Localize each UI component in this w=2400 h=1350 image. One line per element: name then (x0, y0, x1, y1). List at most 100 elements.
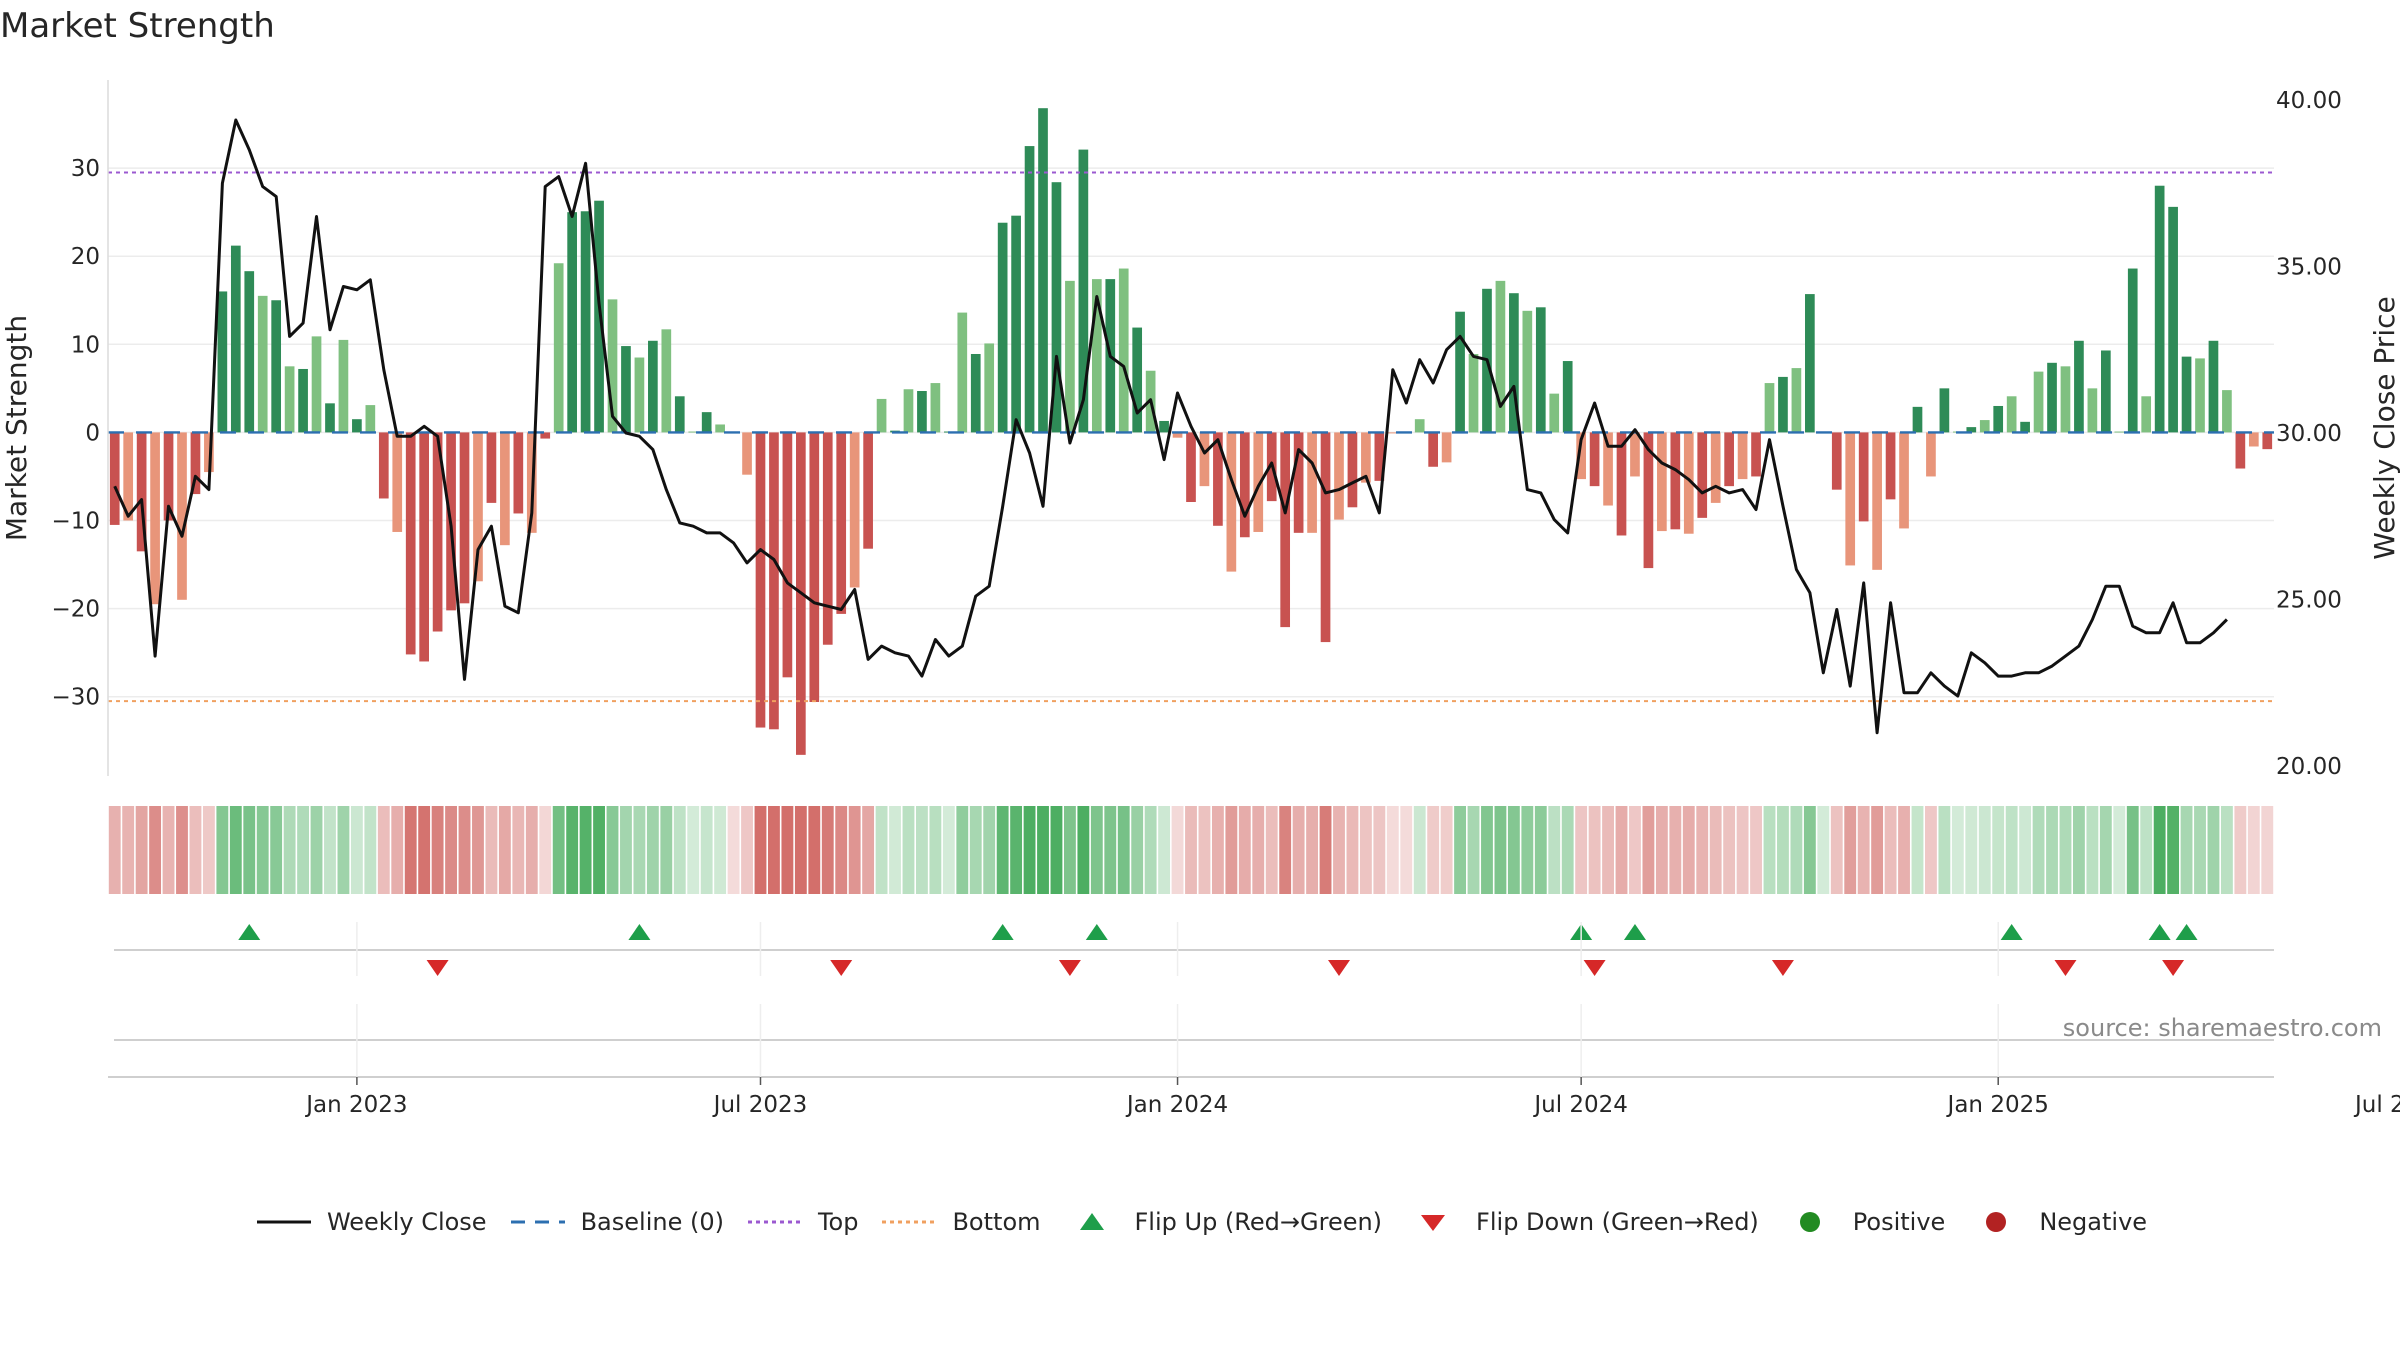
heat-cell (1615, 806, 1628, 894)
strength-bar (1280, 432, 1291, 628)
heat-cell (2086, 806, 2099, 894)
strength-bar (1603, 432, 1613, 506)
heat-cell (956, 806, 969, 894)
y-axis-label: Market Strength (0, 315, 33, 541)
flip-down-marker (1327, 960, 1350, 976)
heat-cell (1494, 806, 1507, 894)
flip-down-marker (2054, 960, 2077, 976)
strength-bar (500, 432, 510, 546)
heat-cell (794, 806, 807, 894)
heat-cell (727, 806, 740, 894)
strength-bar (917, 390, 927, 433)
heat-cell (902, 806, 915, 894)
heat-cell (996, 806, 1009, 894)
x-tick-label: Jan 2025 (1946, 1092, 2049, 1118)
strength-bar (1307, 432, 1317, 533)
strength-bar (755, 432, 766, 728)
strength-bar (1078, 149, 1089, 433)
strength-bar (2006, 396, 2017, 433)
strength-bar (1320, 432, 1331, 643)
heat-cell (2046, 806, 2058, 894)
heat-cell (673, 806, 686, 894)
flip-down-marker (1058, 960, 1081, 976)
heat-cell (1440, 806, 1453, 894)
y-tick-label: −30 (51, 685, 100, 711)
heat-cell (1144, 806, 1157, 894)
legend-label: Weekly Close (326, 1208, 487, 1236)
legend-label: Flip Up (Red→Green) (1134, 1208, 1383, 1236)
legend-label: Baseline (0) (580, 1208, 724, 1236)
flip-up-marker (238, 924, 261, 940)
heat-cell (189, 806, 202, 894)
strength-bar (553, 263, 564, 433)
triangle-down-icon (1421, 1215, 1446, 1231)
y-tick-label: 0 (85, 420, 100, 446)
y-tick-label: −20 (51, 597, 100, 623)
strength-bar (1737, 432, 1748, 480)
heat-cell (2113, 806, 2126, 894)
y-tick-label: 30 (71, 156, 100, 182)
heat-cell (633, 806, 646, 894)
strength-bar (2114, 431, 2125, 433)
heat-cell (848, 806, 861, 894)
heat-cell (445, 806, 457, 894)
flip-up-marker (628, 924, 651, 940)
strength-bar (594, 200, 604, 433)
x-tick-label: Jul 2024 (1532, 1092, 1628, 1118)
strength-bar (2100, 350, 2111, 433)
heat-cell (1655, 806, 1668, 894)
legend-flip-up: Flip Up (Red→Green) (1061, 1208, 1383, 1236)
dotted-line-icon (747, 1220, 802, 1224)
heat-cell (1454, 806, 1466, 894)
heat-cell (781, 806, 794, 894)
heat-cell (1117, 806, 1130, 894)
strength-bar (1495, 280, 1506, 433)
strength-bar (1065, 280, 1075, 433)
heat-cell (835, 806, 848, 894)
strength-bar (432, 432, 443, 632)
dot-icon (1986, 1212, 2007, 1232)
strength-bar (1710, 432, 1721, 503)
heat-cell (1010, 806, 1023, 894)
heat-cell (1803, 806, 1816, 894)
strength-bar (1226, 432, 1237, 572)
chart-title: Market Strength (0, 6, 275, 46)
heat-cell (404, 806, 417, 894)
strength-bar (1926, 432, 1936, 477)
strength-bar (217, 291, 228, 433)
strength-bar (1535, 307, 1546, 433)
heat-cell (1198, 806, 1211, 894)
strength-bar (984, 343, 995, 433)
strength-bar (1347, 432, 1358, 508)
strength-bar (1387, 432, 1398, 434)
heat-cell (1777, 806, 1789, 894)
y2-tick-label: 30.00 (2276, 421, 2342, 447)
legend-bottom: Bottom (878, 1208, 1041, 1236)
heat-cell (620, 806, 632, 894)
heat-cell (606, 806, 619, 894)
strength-bar (1791, 368, 1802, 433)
legend-flip-down: Flip Down (Green→Red) (1402, 1208, 1759, 1236)
heat-cell (942, 806, 955, 894)
legend-label: Top (817, 1208, 859, 1236)
y2-tick-label: 35.00 (2276, 254, 2342, 280)
flip-down-marker (2162, 960, 2185, 976)
heat-cell (337, 806, 350, 894)
heat-cell (2234, 806, 2247, 894)
strength-bar (1441, 432, 1452, 463)
legend-weekly-close: Weekly Close (253, 1208, 487, 1236)
strength-bar (997, 222, 1008, 433)
strength-bar (190, 432, 201, 495)
x-tick-label: Jul 2023 (712, 1092, 808, 1118)
heat-cell (1938, 806, 1951, 894)
heat-cell (579, 806, 592, 894)
strength-bar (970, 353, 981, 433)
heat-cell (1063, 806, 1076, 894)
strength-bar (1805, 294, 1815, 433)
heat-cell (1481, 806, 1493, 894)
strength-bar (230, 245, 241, 433)
flip-up-marker (1623, 924, 1646, 940)
triangle-up-icon (1079, 1213, 1104, 1230)
flip-up-marker (2000, 924, 2023, 940)
x-axis: Jan 2023 Jul 2023 Jan 2024 Jul 2024 Jan 2025… (108, 922, 2400, 1118)
